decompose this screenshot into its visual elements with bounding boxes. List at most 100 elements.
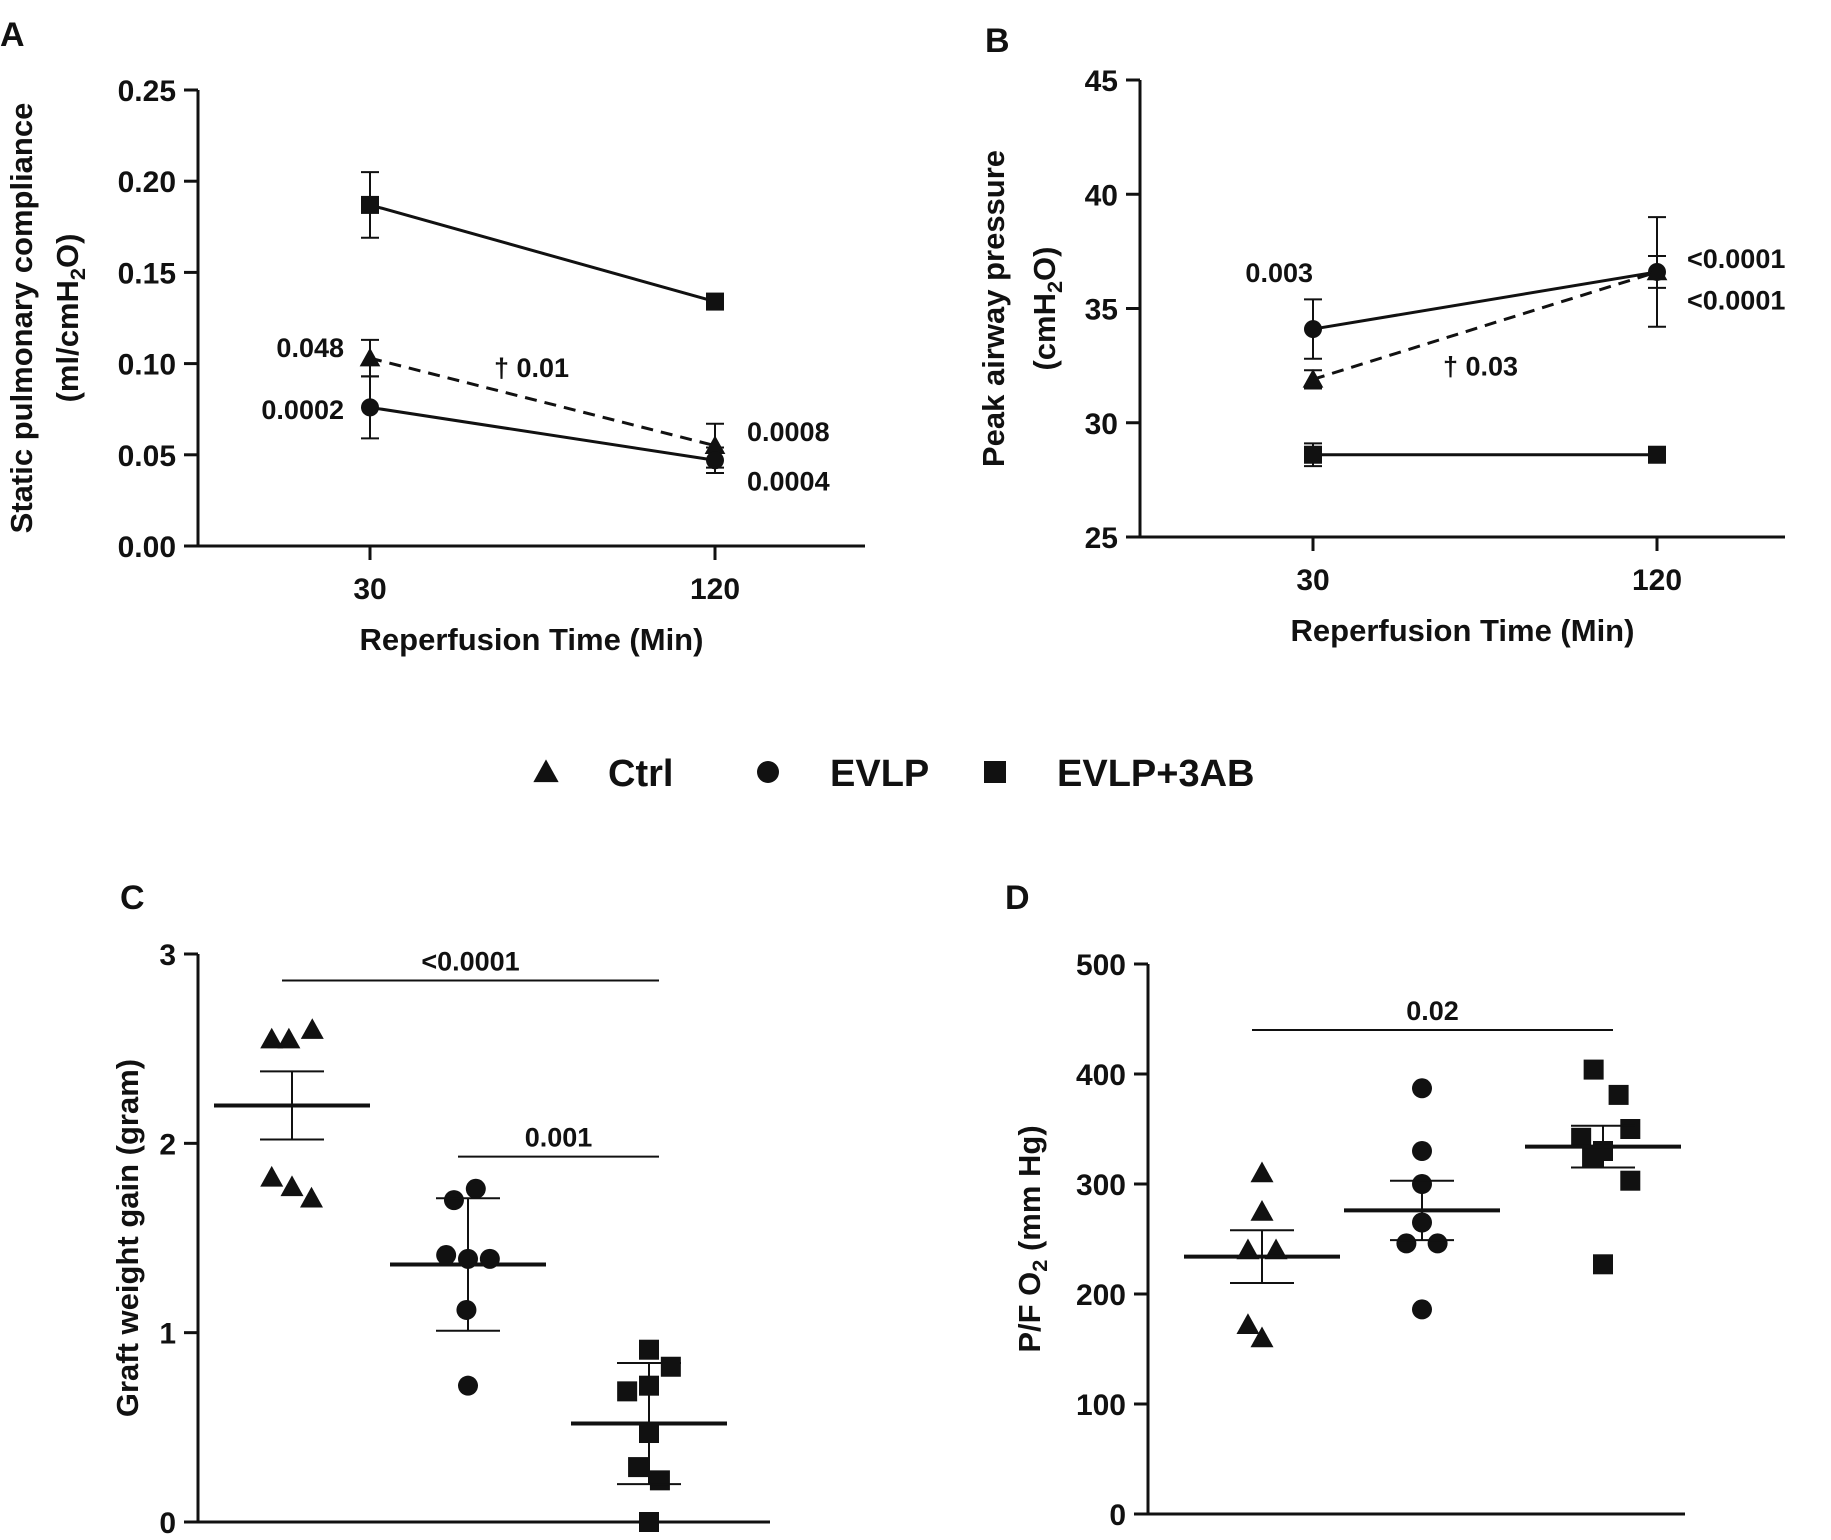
data-point-circle [1412,1299,1432,1320]
legend-label: Ctrl [608,753,673,795]
legend-label: EVLP [830,753,929,795]
y-tick-label: 25 [1085,522,1118,555]
data-point-square [1571,1127,1592,1148]
data-point-square [1583,1059,1604,1080]
x-axis-label: Reperfusion Time (Min) [1291,613,1635,648]
y-axis-label-part: (mm Hg) [1012,1125,1047,1259]
annotation-p-value: † 0.03 [1443,352,1518,382]
y-axis-label: Peak airway pressure [976,150,1011,467]
data-point-circle [1412,1078,1432,1099]
series-line [1312,270,1658,331]
error-bar [1390,1179,1454,1242]
data-point-square [1620,1170,1641,1191]
data-point-square [1582,1146,1603,1167]
annotation-p-value: 0.0004 [747,466,830,496]
y-axis-label-part: 2 [1027,1260,1052,1272]
data-point-square [660,1356,681,1377]
data-point-triangle [1250,1326,1274,1348]
panel-label: D [1005,879,1030,917]
bracket-p-value: <0.0001 [421,947,519,977]
panel-b: B 25 30 35 40 45 30 120 Reperfusion Time (Min) Pe… [976,22,1785,648]
panel-label: C [120,879,145,917]
legend: Ctrl EVLP EVLP+3AB [533,753,1254,795]
data-point-square [1304,445,1322,464]
legend-item-evlp-3ab: EVLP+3AB [984,753,1254,795]
data-point-triangle [1250,1161,1274,1183]
x-tick-label: 30 [353,573,386,606]
group-evlp [1344,1078,1500,1320]
y-tick-label: 0.20 [118,166,176,199]
y-axis-unit-part: O) [50,234,85,268]
series-evlp-3ab [361,171,724,311]
legend-marker-triangle [533,759,559,783]
y-tick-label: 100 [1076,1389,1126,1422]
x-tick-label: 120 [1632,564,1682,597]
y-tick-label: 400 [1076,1059,1126,1092]
x-tick-label: 120 [690,573,740,606]
data-point-square [649,1470,670,1491]
annotation-p-value: 0.0008 [747,417,830,447]
group-evlp-3ab [1525,1059,1681,1275]
y-tick-label: 1 [159,1318,176,1351]
y-tick-label: 0.00 [118,531,176,564]
data-point-circle [1396,1233,1417,1254]
panel-d: D 0 100 200 300 400 500 P/F O2 (mm Hg) 0.02 [1005,879,1685,1532]
y-axis-label: Static pulmonary compliance [4,103,39,534]
annotation-p-value: <0.0001 [1687,285,1785,315]
x-axis-label: Reperfusion Time (Min) [360,622,704,657]
error-bar [617,1361,681,1486]
data-point-circle [465,1178,486,1199]
panel-label: A [0,16,25,54]
y-tick-label: 200 [1076,1279,1126,1312]
data-point-circle [456,1299,477,1320]
data-point-square [1620,1119,1641,1139]
data-point-triangle [1236,1238,1260,1260]
y-axis-unit-part: 2 [1042,281,1067,293]
y-axis-unit: (cmH2O) [1027,246,1067,370]
y-tick-label: 35 [1085,294,1118,327]
y-tick-label: 0 [1109,1499,1126,1532]
annotation-p-value: 0.0002 [261,395,344,425]
data-point-square [706,292,724,311]
data-point-circle [458,1375,478,1396]
series-line [369,405,716,462]
data-point-triangle [277,1027,301,1049]
bracket-p-value: 0.02 [1406,996,1459,1026]
data-point-circle [1304,320,1322,339]
y-axis-label: P/F O2 (mm Hg) [1012,1125,1052,1352]
y-tick-label: 30 [1085,408,1118,441]
data-point-square [361,195,379,214]
legend-item-ctrl: Ctrl [533,753,673,795]
y-tick-label: 500 [1076,949,1126,982]
y-axis-unit-part: O) [1027,246,1062,280]
panel-label: B [985,22,1010,60]
y-tick-label: 0 [159,1507,176,1540]
y-axis-label: Graft weight gain (gram) [110,1059,145,1417]
legend-item-evlp: EVLP [757,753,929,795]
y-tick-label: 0.10 [118,349,176,382]
panel-a: A 0.00 0.05 0.10 0.15 0.20 0.25 30 120 Reperfusio… [0,16,865,657]
group-evlp [390,1178,546,1396]
group-ctrl [214,1018,370,1208]
series-evlp-3ab [1304,442,1666,468]
series-line [1312,270,1658,381]
data-point-triangle [1250,1200,1274,1221]
data-point-square [1608,1084,1629,1105]
data-point-triangle [300,1186,323,1208]
y-tick-label: 0.15 [118,257,176,290]
annotation-p-value: 0.048 [276,333,344,363]
y-axis-unit: (ml/cmH2O) [50,234,90,403]
data-point-triangle [359,347,381,367]
annotation-p-value: <0.0001 [1687,244,1785,274]
y-axis-unit-part: (cmH [1027,293,1062,371]
data-point-square [1648,445,1666,464]
data-point-circle [706,451,724,470]
data-point-circle [436,1245,457,1266]
data-point-square [628,1457,649,1478]
y-axis-unit-part: 2 [65,268,90,280]
data-point-triangle [1646,261,1668,281]
series-evlp [361,375,724,475]
error-bar [436,1197,500,1332]
legend-marker-circle [757,761,779,783]
